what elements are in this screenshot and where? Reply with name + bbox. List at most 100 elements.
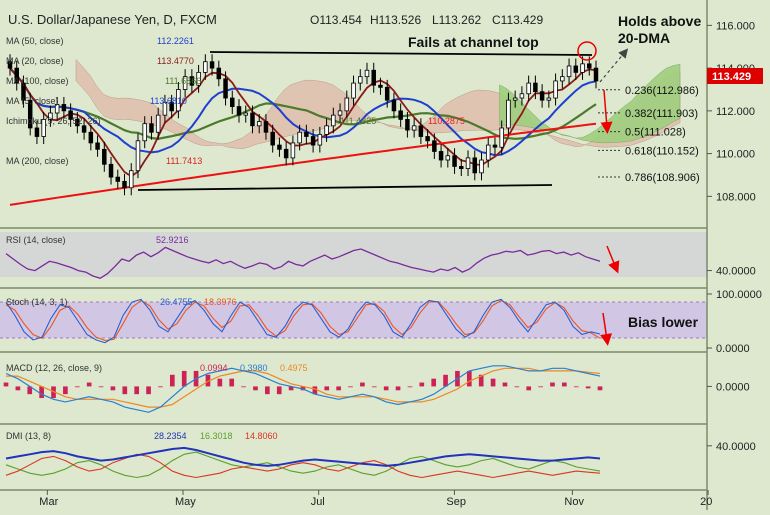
candle-body — [445, 155, 451, 161]
macd-hist-bar — [169, 374, 175, 387]
annotation-holds-1: Holds above — [618, 13, 701, 29]
candle-body — [34, 127, 40, 137]
macd-hist-bar — [27, 386, 33, 395]
candle-body — [304, 131, 309, 137]
candle-body — [102, 148, 107, 165]
candle-body — [391, 99, 397, 112]
fib-label: 0.618(110.152) — [625, 145, 699, 157]
macd-hist-bar — [550, 382, 555, 387]
candle-body — [512, 97, 518, 101]
candle-body — [573, 65, 579, 73]
rsi-band — [0, 232, 707, 277]
dmi-panel — [0, 424, 707, 490]
macd-hist-bar — [146, 386, 151, 395]
macd-hist-bar — [324, 386, 330, 391]
rsi-label: RSI (14, close) — [6, 235, 66, 245]
candle-body — [364, 69, 370, 78]
candle-body — [162, 101, 168, 116]
ohlc-open: O113.454 — [310, 13, 362, 27]
ohlc-high: H113.526 — [370, 13, 421, 27]
candle-body — [539, 91, 545, 101]
price-badge — [707, 68, 763, 84]
candle-body — [472, 157, 478, 174]
ichimoku-value-2: 110.2875 — [428, 116, 465, 126]
candle-body — [344, 97, 350, 112]
ma200-value: 111.7413 — [166, 156, 202, 166]
macd-tick-label: 0.0000 — [716, 381, 750, 393]
macd-hist-bar — [15, 386, 21, 391]
macd-hist-bar — [514, 386, 520, 388]
candle-body — [418, 125, 424, 137]
y-tick-label: 110.000 — [716, 149, 755, 161]
macd-hist-bar — [431, 378, 437, 387]
stoch-d-line — [5, 299, 601, 341]
candle-body — [149, 123, 154, 133]
macd-hist-bar — [490, 378, 496, 387]
candle-body — [566, 65, 572, 78]
dmi-tick-label: 40.0000 — [716, 441, 756, 453]
macd-hist-bar — [526, 386, 532, 391]
macd-hist-bar — [253, 386, 258, 391]
bias-arrow-stoch — [600, 312, 613, 346]
fib-label: 0.786(108.906) — [625, 172, 700, 184]
candle-body — [14, 67, 19, 84]
candle-body — [398, 110, 403, 120]
stoch-k-line — [5, 298, 601, 344]
macd-hist-bar — [98, 386, 104, 388]
candle-body — [216, 67, 222, 80]
candle-body — [155, 114, 161, 133]
macd-value: 0.3980 — [240, 363, 268, 373]
macd-hist-bar — [419, 382, 425, 387]
macd-hist-bar — [122, 386, 128, 395]
candle-body — [553, 80, 558, 99]
candle-body — [317, 133, 323, 146]
candle-body — [236, 106, 242, 116]
candle-body — [128, 170, 134, 189]
candle-body — [593, 67, 599, 82]
macd-hist-bar — [585, 386, 591, 389]
dmi-adx-line — [5, 446, 601, 467]
candle-body — [27, 99, 33, 129]
candle-body — [230, 97, 235, 107]
candle-body — [587, 63, 592, 69]
ma50-line — [9, 67, 597, 157]
stoch-k-value: 26.4755 — [160, 297, 193, 307]
candle-body — [189, 76, 195, 86]
candle-body — [384, 86, 390, 101]
dmi-minus-value: 14.8060 — [245, 431, 278, 441]
stoch-d-value: 18.3976 — [204, 297, 237, 307]
candle-body — [459, 166, 464, 169]
candle-body — [115, 176, 121, 182]
holds-arrow — [599, 48, 629, 83]
macd-signal-value: 0.4975 — [280, 363, 308, 373]
candle-body — [465, 157, 471, 169]
macd-hist-bar — [63, 386, 68, 395]
candle-body — [499, 127, 504, 148]
macd-hist-bar — [74, 386, 80, 388]
macd-hist-bar — [3, 382, 9, 387]
candle-body — [351, 82, 356, 99]
stoch-tick-label: 0.0000 — [716, 343, 750, 355]
x-tick-label: 20 — [700, 496, 712, 508]
candle-body — [68, 110, 73, 120]
candle-body — [432, 140, 437, 152]
candle-body — [81, 125, 87, 133]
macd-hist-bar — [562, 382, 567, 387]
candle-body — [203, 61, 208, 73]
candle-body — [88, 131, 94, 144]
candle-body — [243, 112, 248, 116]
candle-body — [378, 84, 383, 88]
candle-body — [358, 76, 363, 84]
macd-hist-bar — [371, 386, 377, 388]
ma200-line — [9, 122, 597, 206]
candle-body — [54, 104, 60, 114]
ma20-line — [9, 67, 597, 178]
candle-body — [526, 82, 531, 95]
candle-body — [479, 159, 484, 174]
fib-label: 0.5(111.028) — [625, 127, 686, 139]
macd-hist-bar — [241, 386, 246, 388]
macd-hist-bar — [134, 386, 140, 395]
x-tick-label: Nov — [564, 496, 584, 508]
